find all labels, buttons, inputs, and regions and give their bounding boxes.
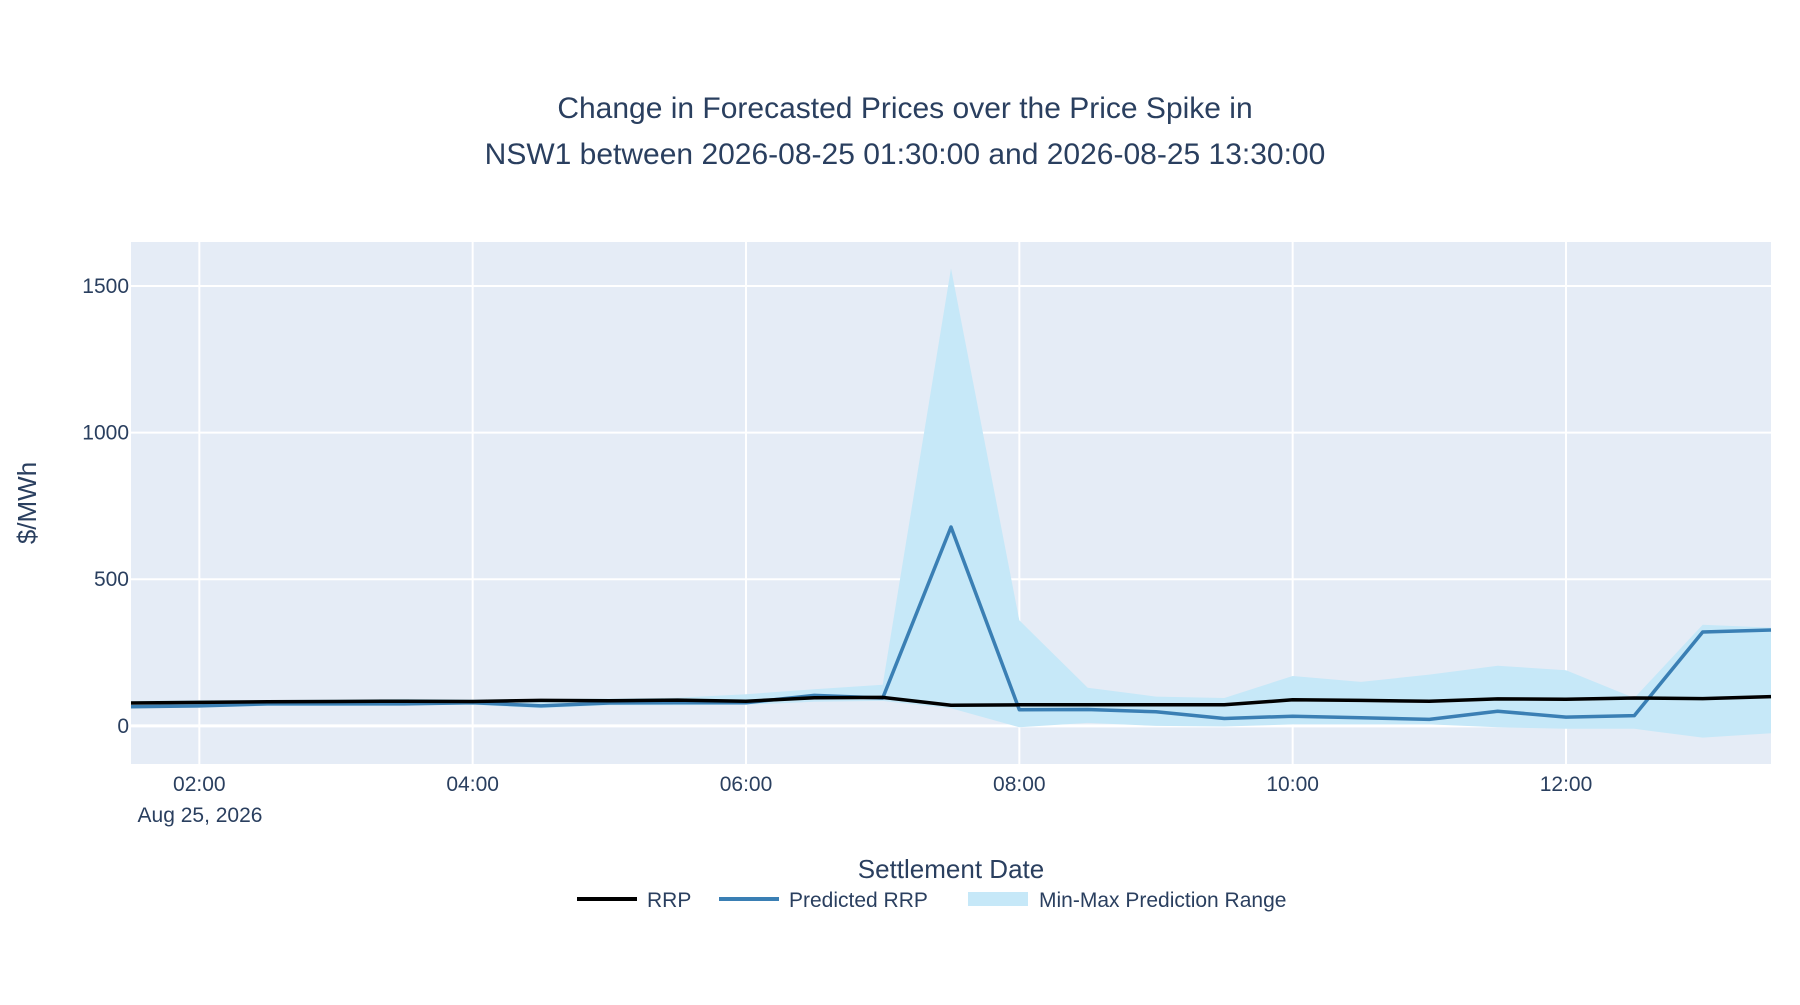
y-axis-title: $/MWh	[12, 462, 42, 544]
x-date-label: Aug 25, 2026	[138, 804, 263, 827]
x-tick-label: 04:00	[446, 773, 499, 796]
x-tick-label: 06:00	[720, 773, 773, 796]
x-tick-label: 02:00	[173, 773, 226, 796]
legend-label-predicted-rrp: Predicted RRP	[789, 889, 928, 912]
legend[interactable]: RRP Predicted RRP Min-Max Prediction Ran…	[577, 889, 1286, 912]
legend-item-rrp[interactable]: RRP	[577, 889, 691, 912]
y-tick-label: 1500	[82, 275, 129, 298]
series-lines-layer	[130, 525, 1772, 722]
legend-item-range[interactable]: Min-Max Prediction Range	[968, 889, 1286, 912]
x-tick-label: 08:00	[993, 773, 1046, 796]
legend-label-rrp: RRP	[647, 889, 691, 912]
legend-label-range: Min-Max Prediction Range	[1039, 889, 1286, 912]
y-tick-label: 500	[94, 568, 129, 591]
chart-title-line-2: NSW1 between 2026-08-25 01:30:00 and 202…	[485, 138, 1326, 171]
legend-swatch-range	[968, 892, 1028, 906]
tick-labels: 02:00 04:00 06:00 08:00 10:00 12:00 0 500 1000 15…	[82, 275, 1592, 796]
y-tick-label: 0	[117, 715, 129, 738]
x-tick-label: 10:00	[1266, 773, 1319, 796]
x-tick-label: 12:00	[1540, 773, 1593, 796]
range-fill-layer	[131, 268, 1771, 738]
y-tick-label: 1000	[82, 422, 129, 445]
x-axis-title: Settlement Date	[858, 854, 1044, 884]
rrp-line	[130, 694, 1772, 708]
predicted-rrp-line	[130, 525, 1772, 722]
legend-item-predicted-rrp[interactable]: Predicted RRP	[719, 889, 928, 912]
min-max-range-area	[131, 268, 1771, 738]
chart-title-line-1: Change in Forecasted Prices over the Pri…	[557, 92, 1252, 125]
